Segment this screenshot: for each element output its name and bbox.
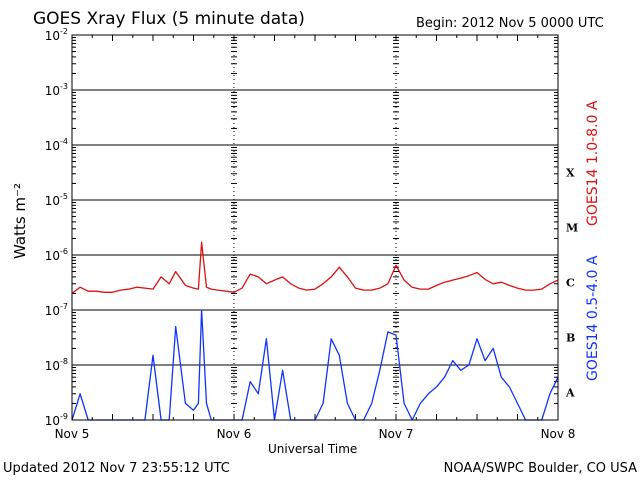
y-tick-label: 10-8 bbox=[45, 357, 68, 373]
y-tick-label: 10-4 bbox=[45, 137, 68, 153]
legend-series-long: GOES14 1.0-8.0 A bbox=[585, 100, 601, 226]
x-tick-label: Nov 5 bbox=[55, 427, 90, 441]
chart-ticks bbox=[71, 35, 559, 420]
y-tick-label: 10-2 bbox=[45, 27, 68, 43]
flare-class-label: C bbox=[566, 277, 575, 290]
y-tick-label: 10-5 bbox=[45, 192, 68, 208]
chart-grid bbox=[72, 35, 558, 420]
y-tick-label: 10-3 bbox=[45, 82, 68, 98]
x-tick-label: Nov 6 bbox=[217, 427, 252, 441]
y-tick-label: 10-7 bbox=[45, 302, 68, 318]
legend-series-short: GOES14 0.5-4.0 A bbox=[585, 255, 601, 381]
x-axis-label: Universal Time bbox=[268, 442, 358, 456]
series-line-0 bbox=[71, 241, 559, 294]
x-tick-label: Nov 8 bbox=[541, 427, 576, 441]
chart-series bbox=[71, 241, 559, 421]
updated-timestamp: Updated 2012 Nov 7 23:55:12 UTC bbox=[3, 461, 230, 476]
flare-class-label: B bbox=[566, 332, 575, 345]
flare-class-label: M bbox=[566, 222, 578, 235]
credit-label: NOAA/SWPC Boulder, CO USA bbox=[443, 461, 637, 476]
chart-title: GOES Xray Flux (5 minute data) bbox=[33, 9, 305, 29]
y-tick-label: 10-9 bbox=[45, 412, 68, 428]
x-tick-label: Nov 7 bbox=[379, 427, 414, 441]
plot-frame bbox=[71, 34, 559, 421]
y-tick-label: 10-6 bbox=[45, 247, 68, 263]
begin-time-label: Begin: 2012 Nov 5 0000 UTC bbox=[416, 16, 604, 31]
flare-class-label: A bbox=[565, 387, 575, 400]
y-axis-label: Watts m⁻² bbox=[11, 183, 29, 259]
flare-class-label: X bbox=[566, 167, 575, 180]
